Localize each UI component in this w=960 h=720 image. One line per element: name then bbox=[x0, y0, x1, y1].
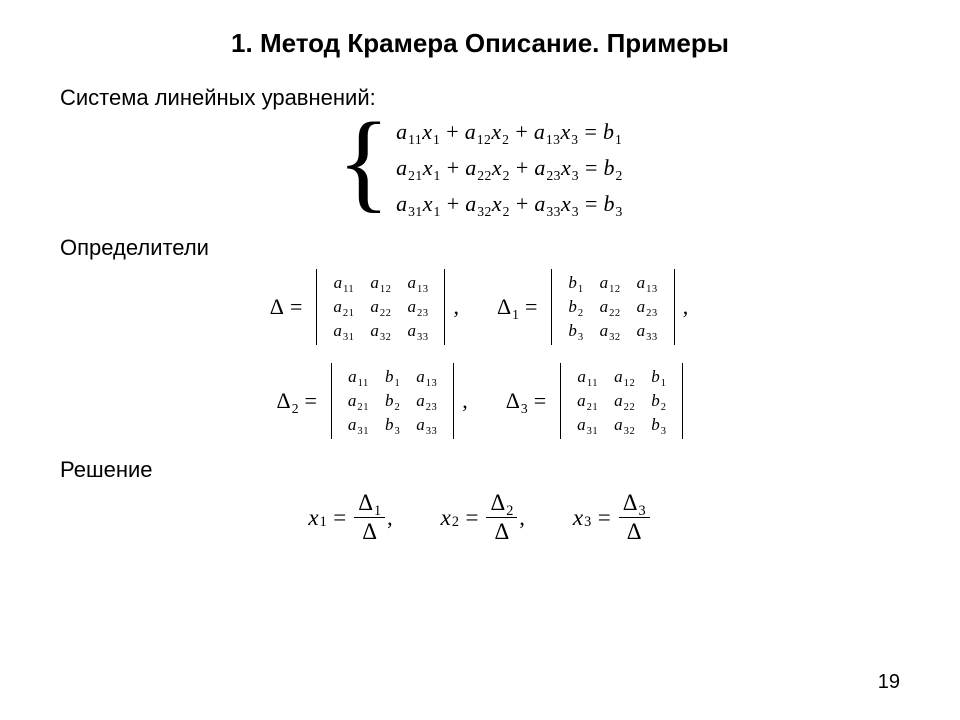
determinant: Δ=a11a12a13a21a22a23a31a32a33, bbox=[270, 269, 461, 345]
determinant: Δ1=b1a12a13b2a22a23b3a32a33, bbox=[497, 269, 690, 345]
determinant: Δ3=a11a12b1a21a22b2a31a32b3 bbox=[506, 363, 684, 439]
label-system: Система линейных уравнений: bbox=[60, 85, 900, 111]
left-brace-icon: { bbox=[337, 115, 390, 213]
equation-line: a21x1+a22x2+a23x3=b2 bbox=[396, 155, 623, 181]
system-of-equations: { a11x1+a12x2+a13x3=b1a21x1+a22x2+a23x3=… bbox=[60, 119, 900, 217]
solution-row: x1=Δ1Δ, x2=Δ2Δ, x3=Δ3Δ bbox=[60, 491, 900, 544]
page-number: 19 bbox=[878, 671, 900, 694]
slide-page: 1. Метод Крамера Описание. Примеры Систе… bbox=[0, 0, 960, 720]
determinants-row-2: Δ2=a11b1a13a21b2a23a31b3a33, Δ3=a11a12b1a… bbox=[60, 363, 900, 439]
label-solution: Решение bbox=[60, 457, 900, 483]
solution-term: x1=Δ1Δ, bbox=[308, 491, 394, 544]
solution-term: x2=Δ2Δ, bbox=[441, 491, 527, 544]
determinant: Δ2=a11b1a13a21b2a23a31b3a33, bbox=[277, 363, 470, 439]
label-determinants: Определители bbox=[60, 235, 900, 261]
equation-line: a31x1+a32x2+a33x3=b3 bbox=[396, 191, 623, 217]
page-title: 1. Метод Крамера Описание. Примеры bbox=[60, 28, 900, 59]
determinants-row-1: Δ=a11a12a13a21a22a23a31a32a33, Δ1=b1a12a1… bbox=[60, 269, 900, 345]
solution-term: x3=Δ3Δ bbox=[573, 491, 652, 544]
equation-line: a11x1+a12x2+a13x3=b1 bbox=[396, 119, 623, 145]
